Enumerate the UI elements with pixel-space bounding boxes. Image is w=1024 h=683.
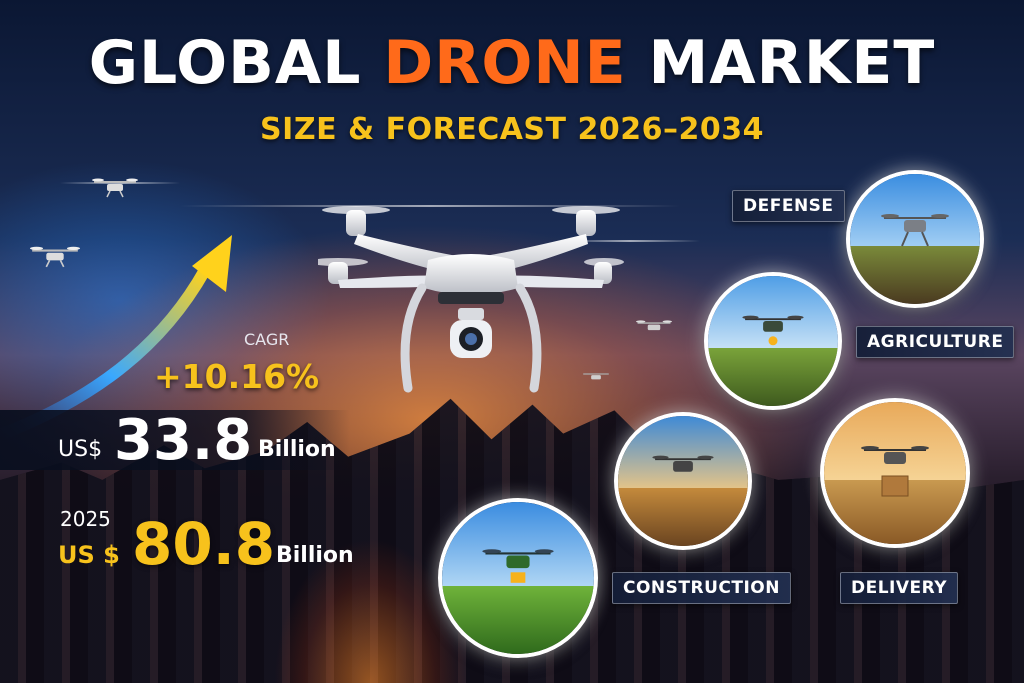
page-title: GLOBAL DRONE MARKET	[0, 28, 1024, 98]
segment-label-delivery: DELIVERY	[840, 572, 959, 604]
value2-number: 80.8	[132, 510, 276, 578]
cagr-value: +10.16%	[154, 357, 320, 396]
defense-image	[846, 170, 984, 308]
drone-icon	[861, 445, 929, 497]
value1-currency: US$	[58, 437, 103, 462]
value1-number: 33.8	[114, 408, 253, 473]
cagr-label: CAGR	[244, 330, 290, 349]
segment-label-construction: CONSTRUCTION	[612, 572, 791, 604]
title-part-global: GLOBAL	[88, 28, 384, 98]
segment-label-defense: DEFENSE	[732, 190, 845, 222]
motion-streak	[180, 205, 680, 207]
delivery-image	[820, 398, 970, 548]
title-highlight-drone: DRONE	[383, 28, 627, 98]
hero-drone-icon	[318, 206, 624, 393]
value2-unit: Billion	[276, 543, 354, 568]
drone-icon	[636, 320, 672, 331]
construction-image	[614, 412, 752, 550]
drone-icon	[30, 246, 80, 268]
agriculture-image	[704, 272, 842, 410]
drone-icon	[482, 548, 554, 583]
motion-streak	[560, 240, 700, 242]
value1-unit: Billion	[258, 437, 336, 462]
year-label: 2025	[60, 507, 111, 531]
drone-icon	[742, 315, 804, 346]
segment-label-agriculture: AGRICULTURE	[856, 326, 1015, 358]
drone-icon	[92, 178, 138, 198]
stat-banner	[0, 410, 350, 470]
value2-currency: US $	[58, 541, 120, 569]
urban-delivery-image	[438, 498, 598, 658]
page-subtitle: SIZE & FORECAST 2026–2034	[260, 112, 764, 147]
drone-icon	[583, 373, 609, 380]
drone-icon	[881, 214, 949, 247]
drone-icon	[652, 455, 714, 473]
title-part-market: MARKET	[626, 28, 936, 98]
